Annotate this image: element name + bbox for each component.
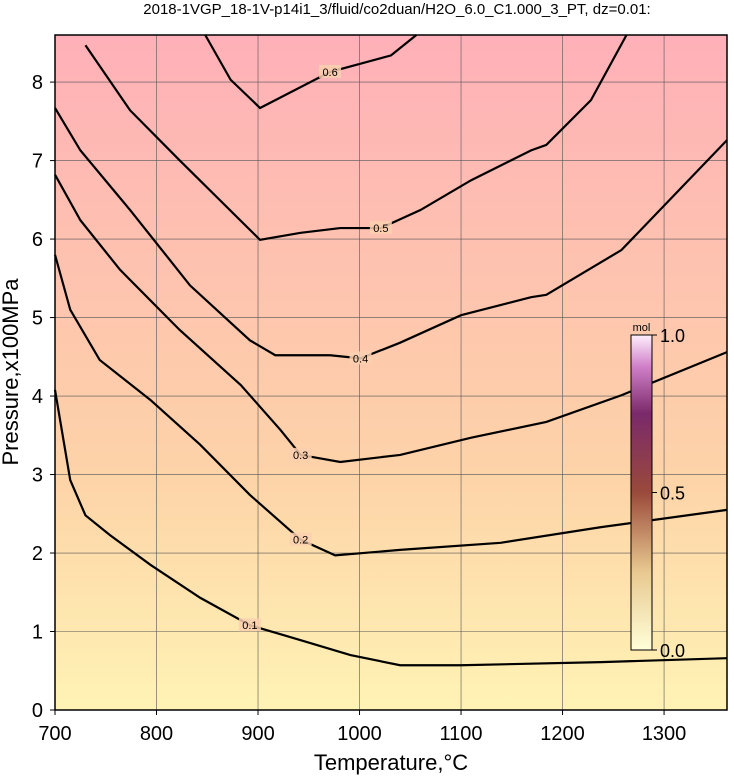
x-tick-label: 900 (241, 723, 274, 745)
contour-label: 0.6 (322, 67, 337, 79)
colorbar-label: mol (633, 322, 651, 334)
contour-label-bg (289, 532, 312, 546)
x-tick-label: 1000 (337, 723, 382, 745)
contour-label: 0.3 (293, 450, 308, 462)
contour-label-bg (289, 447, 312, 461)
x-tick-label: 1100 (440, 723, 483, 745)
x-tick-label: 1300 (642, 723, 687, 745)
contour-label: 0.1 (242, 620, 257, 632)
y-tick-label: 5 (32, 308, 43, 330)
y-tick-label: 0 (32, 700, 43, 722)
y-tick-label: 1 (32, 622, 43, 644)
x-tick-label: 1200 (540, 723, 585, 745)
plot-frame (54, 34, 728, 711)
contour-label: 0.5 (373, 223, 388, 235)
x-tick-label: 800 (140, 723, 173, 745)
y-tick-label: 7 (32, 151, 43, 173)
colorbar-tick-label: 0.5 (660, 484, 685, 504)
y-tick-label: 8 (32, 72, 43, 94)
colorbar-tick-label: 0.0 (660, 641, 685, 661)
y-axis-label: Pressure,x100MPa (0, 278, 23, 466)
y-tick-label: 3 (32, 465, 43, 487)
x-tick-label: 700 (38, 723, 71, 745)
y-tick-label: 6 (32, 229, 43, 251)
contour-line (54, 107, 728, 360)
contour-line (53, 254, 728, 557)
y-tick-label: 4 (32, 386, 43, 408)
contour-label-bg (238, 618, 261, 632)
contour-label-bg (349, 351, 372, 365)
colorbar-tick-label: 1.0 (660, 326, 685, 346)
contour-label: 0.2 (293, 535, 308, 547)
contour-label: 0.4 (353, 353, 368, 365)
chart-title: 2018-1VGP_18-1V-p14i1_3/fluid/co2duan/H2… (143, 1, 650, 18)
y-tick-label: 2 (32, 543, 43, 565)
contour-label-bg (369, 221, 392, 235)
contour-label-bg (319, 64, 342, 78)
contour-line (204, 34, 418, 110)
colorbar (630, 334, 653, 651)
x-axis-label: Temperature,°C (314, 750, 468, 775)
